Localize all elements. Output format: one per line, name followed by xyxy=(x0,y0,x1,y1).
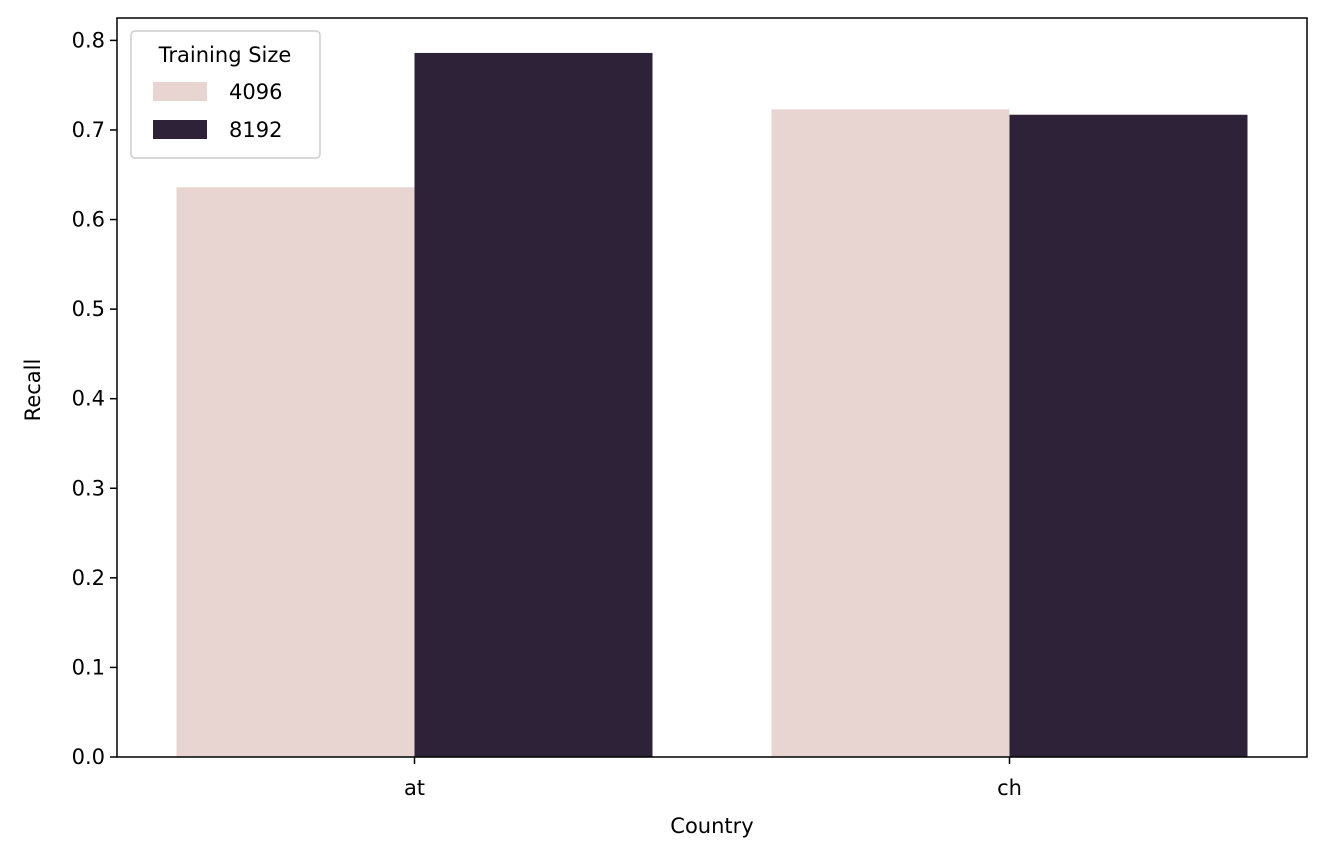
y-tick-label: 0.8 xyxy=(72,28,105,52)
legend-swatch-8192 xyxy=(153,120,207,139)
y-tick-label: 0.2 xyxy=(72,566,105,590)
x-tick-label: at xyxy=(404,776,425,800)
legend-title: Training Size xyxy=(158,43,292,67)
y-tick-label: 0.5 xyxy=(72,297,105,321)
y-tick-label: 0.0 xyxy=(72,745,105,769)
legend-swatch-4096 xyxy=(153,82,207,101)
bar-ch-4096 xyxy=(771,109,1010,758)
bar-at-4096 xyxy=(176,187,415,757)
bars-group xyxy=(176,52,1248,758)
y-tick-label: 0.3 xyxy=(72,476,105,500)
x-axis-label: Country xyxy=(670,814,753,838)
y-axis-ticks: 0.0 0.1 0.2 0.3 0.4 0.5 0.6 0.7 0.8 xyxy=(72,28,117,769)
y-axis-label: Recall xyxy=(21,359,45,422)
plot-frame xyxy=(116,17,1308,758)
y-tick-label: 0.6 xyxy=(72,208,105,232)
y-tick-label: 0.4 xyxy=(72,387,105,411)
x-axis-ticks: at ch xyxy=(404,757,1022,800)
bar-ch-8192 xyxy=(1009,114,1248,757)
legend-label-4096: 4096 xyxy=(229,80,282,104)
legend-label-8192: 8192 xyxy=(229,118,282,142)
legend: Training Size 4096 8192 xyxy=(130,30,321,159)
x-tick-label: ch xyxy=(997,776,1022,800)
y-tick-label: 0.7 xyxy=(72,118,105,142)
bar-at-8192 xyxy=(414,52,653,757)
y-tick-label: 0.1 xyxy=(72,655,105,679)
